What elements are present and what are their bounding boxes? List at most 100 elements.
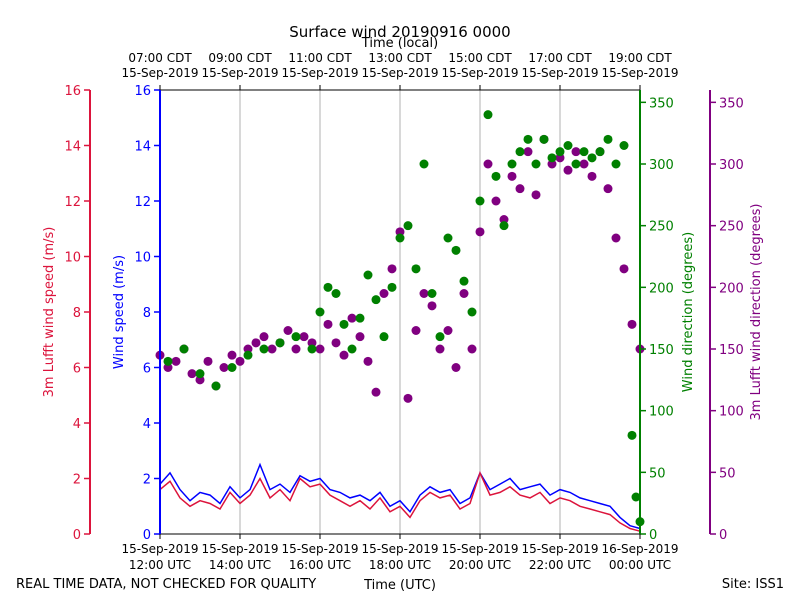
chart-title: Surface wind 20190916 0000 <box>289 23 510 41</box>
tick-label: 250 <box>649 220 674 235</box>
data-point <box>451 245 461 255</box>
data-point <box>571 147 581 157</box>
data-point <box>491 171 501 181</box>
data-point <box>395 233 405 243</box>
data-point <box>491 196 501 206</box>
tick-label-utc-date: 15-Sep-2019 <box>121 542 198 556</box>
tick-label-utc-date: 15-Sep-2019 <box>441 542 518 556</box>
tick-label-local-time: 07:00 CDT <box>128 51 192 65</box>
tick-label: 100 <box>649 405 674 420</box>
data-point <box>459 289 469 298</box>
data-point <box>347 313 357 323</box>
tick-label-local-date: 15-Sep-2019 <box>201 66 278 80</box>
tick-label-utc-time: 18:00 UTC <box>369 558 431 572</box>
data-point <box>483 159 493 169</box>
tick-label-utc-date: 15-Sep-2019 <box>201 542 278 556</box>
data-point <box>363 356 373 366</box>
data-point <box>291 344 301 354</box>
data-point <box>451 363 461 372</box>
data-point <box>507 159 517 169</box>
tick-label-local-time: 17:00 CDT <box>528 51 592 65</box>
data-point <box>323 319 333 329</box>
data-point <box>419 159 429 169</box>
tick-label: 50 <box>649 466 666 481</box>
tick-label-local-time: 13:00 CDT <box>368 51 432 65</box>
tick-label-utc-date: 15-Sep-2019 <box>521 542 598 556</box>
data-point <box>555 147 565 157</box>
tick-label: 250 <box>719 220 744 235</box>
data-point <box>499 215 509 224</box>
quality-disclaimer: REAL TIME DATA, NOT CHECKED FOR QUALITY <box>16 577 316 592</box>
tick-label: 200 <box>649 281 674 296</box>
data-point <box>571 159 581 169</box>
grid-lines <box>239 90 561 534</box>
axes: 0 2 4 6 8 10 12 14 16 3m Lufft wind speed (m/s) 0 2… <box>42 51 764 572</box>
data-point <box>579 147 589 157</box>
data-point <box>531 190 541 200</box>
tick-label: 300 <box>649 158 674 173</box>
data-point <box>515 147 525 157</box>
site-label: Site: ISS1 <box>722 577 784 592</box>
series-lufft-speed <box>159 470 641 532</box>
data-point <box>211 381 221 391</box>
tick-label: 12 <box>134 195 151 210</box>
data-point <box>291 332 301 342</box>
data-point <box>387 282 397 292</box>
data-point <box>587 171 597 181</box>
tick-label: 350 <box>649 96 674 111</box>
tick-label: 10 <box>64 251 81 266</box>
tick-label-utc-time: 12:00 UTC <box>129 558 191 572</box>
data-point <box>443 233 453 243</box>
data-point <box>411 326 421 335</box>
data-point <box>363 270 373 280</box>
axis-label-wind-speed: Wind speed (m/s) <box>112 255 127 369</box>
data-point <box>259 332 269 342</box>
data-point <box>603 184 613 194</box>
data-point <box>315 307 325 317</box>
tick-label-utc-date: 15-Sep-2019 <box>281 542 358 556</box>
tick-label-local-date: 15-Sep-2019 <box>361 66 438 80</box>
data-point <box>251 338 261 348</box>
tick-label: 0 <box>73 528 81 543</box>
data-point <box>323 282 333 292</box>
tick-label: 300 <box>719 158 744 173</box>
axis-label-wind-direction: Wind direction (degrees) <box>681 232 696 392</box>
data-point <box>331 338 341 348</box>
data-point <box>611 159 621 169</box>
data-point <box>563 141 573 150</box>
top-axis-label: Time (local) <box>361 36 438 51</box>
data-point <box>459 276 469 286</box>
tick-label: 4 <box>73 417 81 432</box>
data-point <box>307 338 317 348</box>
data-point <box>515 184 525 194</box>
data-point <box>195 369 205 379</box>
tick-label-utc-time: 20:00 UTC <box>449 558 511 572</box>
tick-label: 6 <box>143 362 151 377</box>
tick-label: 200 <box>719 281 744 296</box>
tick-label-local-date: 15-Sep-2019 <box>601 66 678 80</box>
data-point <box>227 363 237 372</box>
data-point <box>555 153 565 163</box>
data-point <box>419 289 429 298</box>
data-point <box>523 147 533 157</box>
data-point <box>371 295 381 305</box>
data-point <box>379 289 389 298</box>
tick-label: 2 <box>143 473 151 488</box>
tick-label: 10 <box>134 251 151 266</box>
tick-label-utc-time: 14:00 UTC <box>209 558 271 572</box>
data-point <box>579 159 589 169</box>
tick-label-local-time: 19:00 CDT <box>608 51 672 65</box>
tick-label: 2 <box>73 473 81 488</box>
data-point <box>235 356 245 366</box>
data-point <box>387 264 397 274</box>
tick-label: 150 <box>649 343 674 358</box>
tick-label: 8 <box>143 306 151 321</box>
data-point <box>547 153 557 163</box>
data-point <box>411 264 421 274</box>
data-point <box>355 313 365 323</box>
data-point <box>435 344 445 354</box>
data-point <box>171 356 181 366</box>
tick-label-local-date: 15-Sep-2019 <box>121 66 198 80</box>
tick-label: 350 <box>719 96 744 111</box>
tick-label: 16 <box>64 84 81 99</box>
